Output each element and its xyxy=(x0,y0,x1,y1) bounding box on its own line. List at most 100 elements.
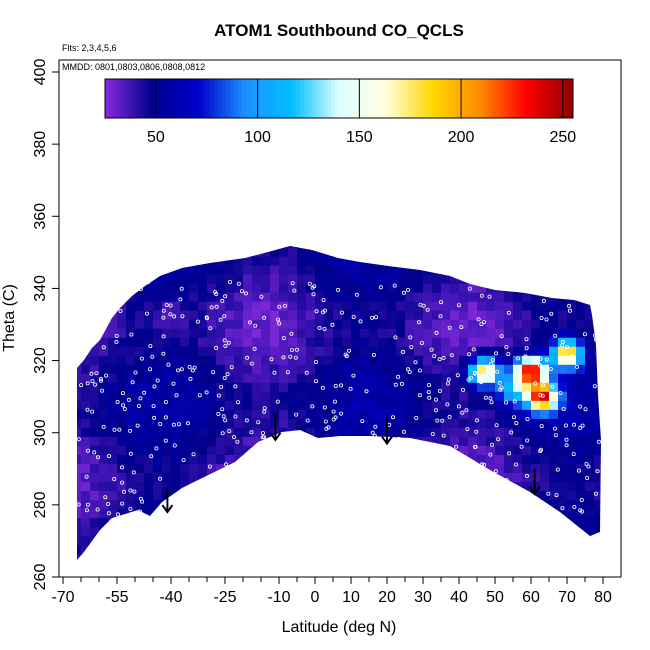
heatmap-cell xyxy=(594,409,601,419)
heatmap-cell xyxy=(243,508,253,519)
observation-point xyxy=(393,335,398,340)
heatmap-cell xyxy=(153,463,163,473)
observation-point xyxy=(525,473,530,478)
observation-point xyxy=(226,340,231,345)
observation-point xyxy=(81,325,86,330)
heatmap-cell xyxy=(135,544,145,555)
heatmap-cell xyxy=(522,445,532,455)
heatmap-cell xyxy=(378,382,388,392)
heatmap-cell xyxy=(90,553,100,560)
heatmap-cell xyxy=(117,499,127,510)
heatmap-cell xyxy=(450,490,460,501)
heatmap-cell xyxy=(81,445,91,455)
heatmap-cell xyxy=(567,472,577,483)
heatmap-cell xyxy=(270,373,280,383)
heatmap-cell xyxy=(162,472,172,483)
heatmap-cell xyxy=(459,382,469,392)
heatmap-cell xyxy=(126,544,136,555)
heatmap-cell xyxy=(585,472,595,483)
colorbar-segment xyxy=(514,79,519,118)
heatmap-cell xyxy=(414,255,424,266)
heatmap-cell xyxy=(90,517,100,528)
observation-point xyxy=(479,462,484,467)
heatmap-cell xyxy=(63,499,73,509)
observation-point xyxy=(106,501,111,506)
observation-point xyxy=(268,499,273,504)
heatmap-cell xyxy=(468,526,478,537)
heatmap-cell xyxy=(432,454,442,464)
observation-point xyxy=(96,455,101,460)
heatmap-cell xyxy=(288,364,298,374)
heatmap-cell xyxy=(207,454,217,464)
heatmap-cell xyxy=(207,544,217,555)
y-tick-label: 400 xyxy=(32,59,49,86)
heatmap-cell xyxy=(405,409,415,419)
heatmap-cell xyxy=(189,481,199,492)
heatmap-cell xyxy=(450,427,460,437)
heatmap-cell xyxy=(297,436,307,446)
heatmap-cell xyxy=(441,481,451,492)
heatmap-cell xyxy=(459,499,469,510)
observation-point xyxy=(393,382,398,387)
heatmap-cell xyxy=(135,328,145,338)
observation-point xyxy=(225,372,230,377)
heatmap-cell xyxy=(198,382,208,392)
observation-points xyxy=(72,279,601,522)
observation-point xyxy=(259,294,264,299)
heatmap-cell xyxy=(243,472,253,483)
heatmap-cell xyxy=(540,391,550,401)
colorbar-segment xyxy=(198,79,203,118)
heatmap-cell xyxy=(378,246,388,257)
heatmap-cell xyxy=(477,229,487,239)
heatmap-cell xyxy=(63,418,73,428)
heatmap-cell xyxy=(459,337,469,347)
heatmap-cell xyxy=(333,409,343,419)
observation-point xyxy=(426,390,431,395)
heatmap-cell xyxy=(279,427,289,437)
x-axis-label: Latitude (deg N) xyxy=(282,619,397,636)
heatmap-cell xyxy=(261,310,271,320)
heatmap-cell xyxy=(486,319,496,329)
heatmap-cell xyxy=(171,454,181,464)
heatmap-cell xyxy=(306,463,316,473)
heatmap-cell xyxy=(405,346,415,356)
heatmap-cell xyxy=(423,418,433,428)
heatmap-cell xyxy=(540,382,550,392)
heatmap-cell xyxy=(432,337,442,347)
heatmap-cell xyxy=(198,481,208,492)
heatmap-cell xyxy=(594,364,601,374)
heatmap-cell xyxy=(153,517,163,528)
heatmap-cell xyxy=(108,427,118,437)
heatmap-cell xyxy=(504,427,514,437)
heatmap-cell xyxy=(99,508,109,519)
heatmap-cell xyxy=(396,481,406,492)
heatmap-cell xyxy=(414,454,424,464)
heatmap-cell xyxy=(243,264,253,275)
heatmap-cell xyxy=(216,364,226,374)
heatmap-cell xyxy=(477,535,487,546)
heatmap-cell xyxy=(459,517,469,528)
heatmap-cell xyxy=(342,418,352,428)
observation-point xyxy=(262,315,267,320)
heatmap-cell xyxy=(207,246,217,257)
heatmap-cell xyxy=(162,346,172,356)
heatmap-cell xyxy=(261,463,271,473)
heatmap-cell xyxy=(324,490,334,501)
heatmap-cell xyxy=(504,508,514,519)
observation-point xyxy=(412,476,417,481)
heatmap-cell xyxy=(486,436,496,446)
heatmap-cell xyxy=(531,553,541,560)
heatmap-cell xyxy=(81,373,91,383)
heatmap-cell xyxy=(144,355,154,365)
observation-point xyxy=(498,514,503,519)
observation-point xyxy=(447,325,452,330)
heatmap-cell xyxy=(297,246,307,257)
heatmap-cell xyxy=(585,463,595,473)
x-tick-label: 0 xyxy=(311,589,320,606)
heatmap-cell xyxy=(567,427,577,437)
heatmap-cell xyxy=(549,526,559,537)
heatmap-cell xyxy=(504,535,514,546)
heatmap-cell xyxy=(297,337,307,347)
heatmap-cell xyxy=(153,445,163,455)
observation-point xyxy=(354,292,359,297)
